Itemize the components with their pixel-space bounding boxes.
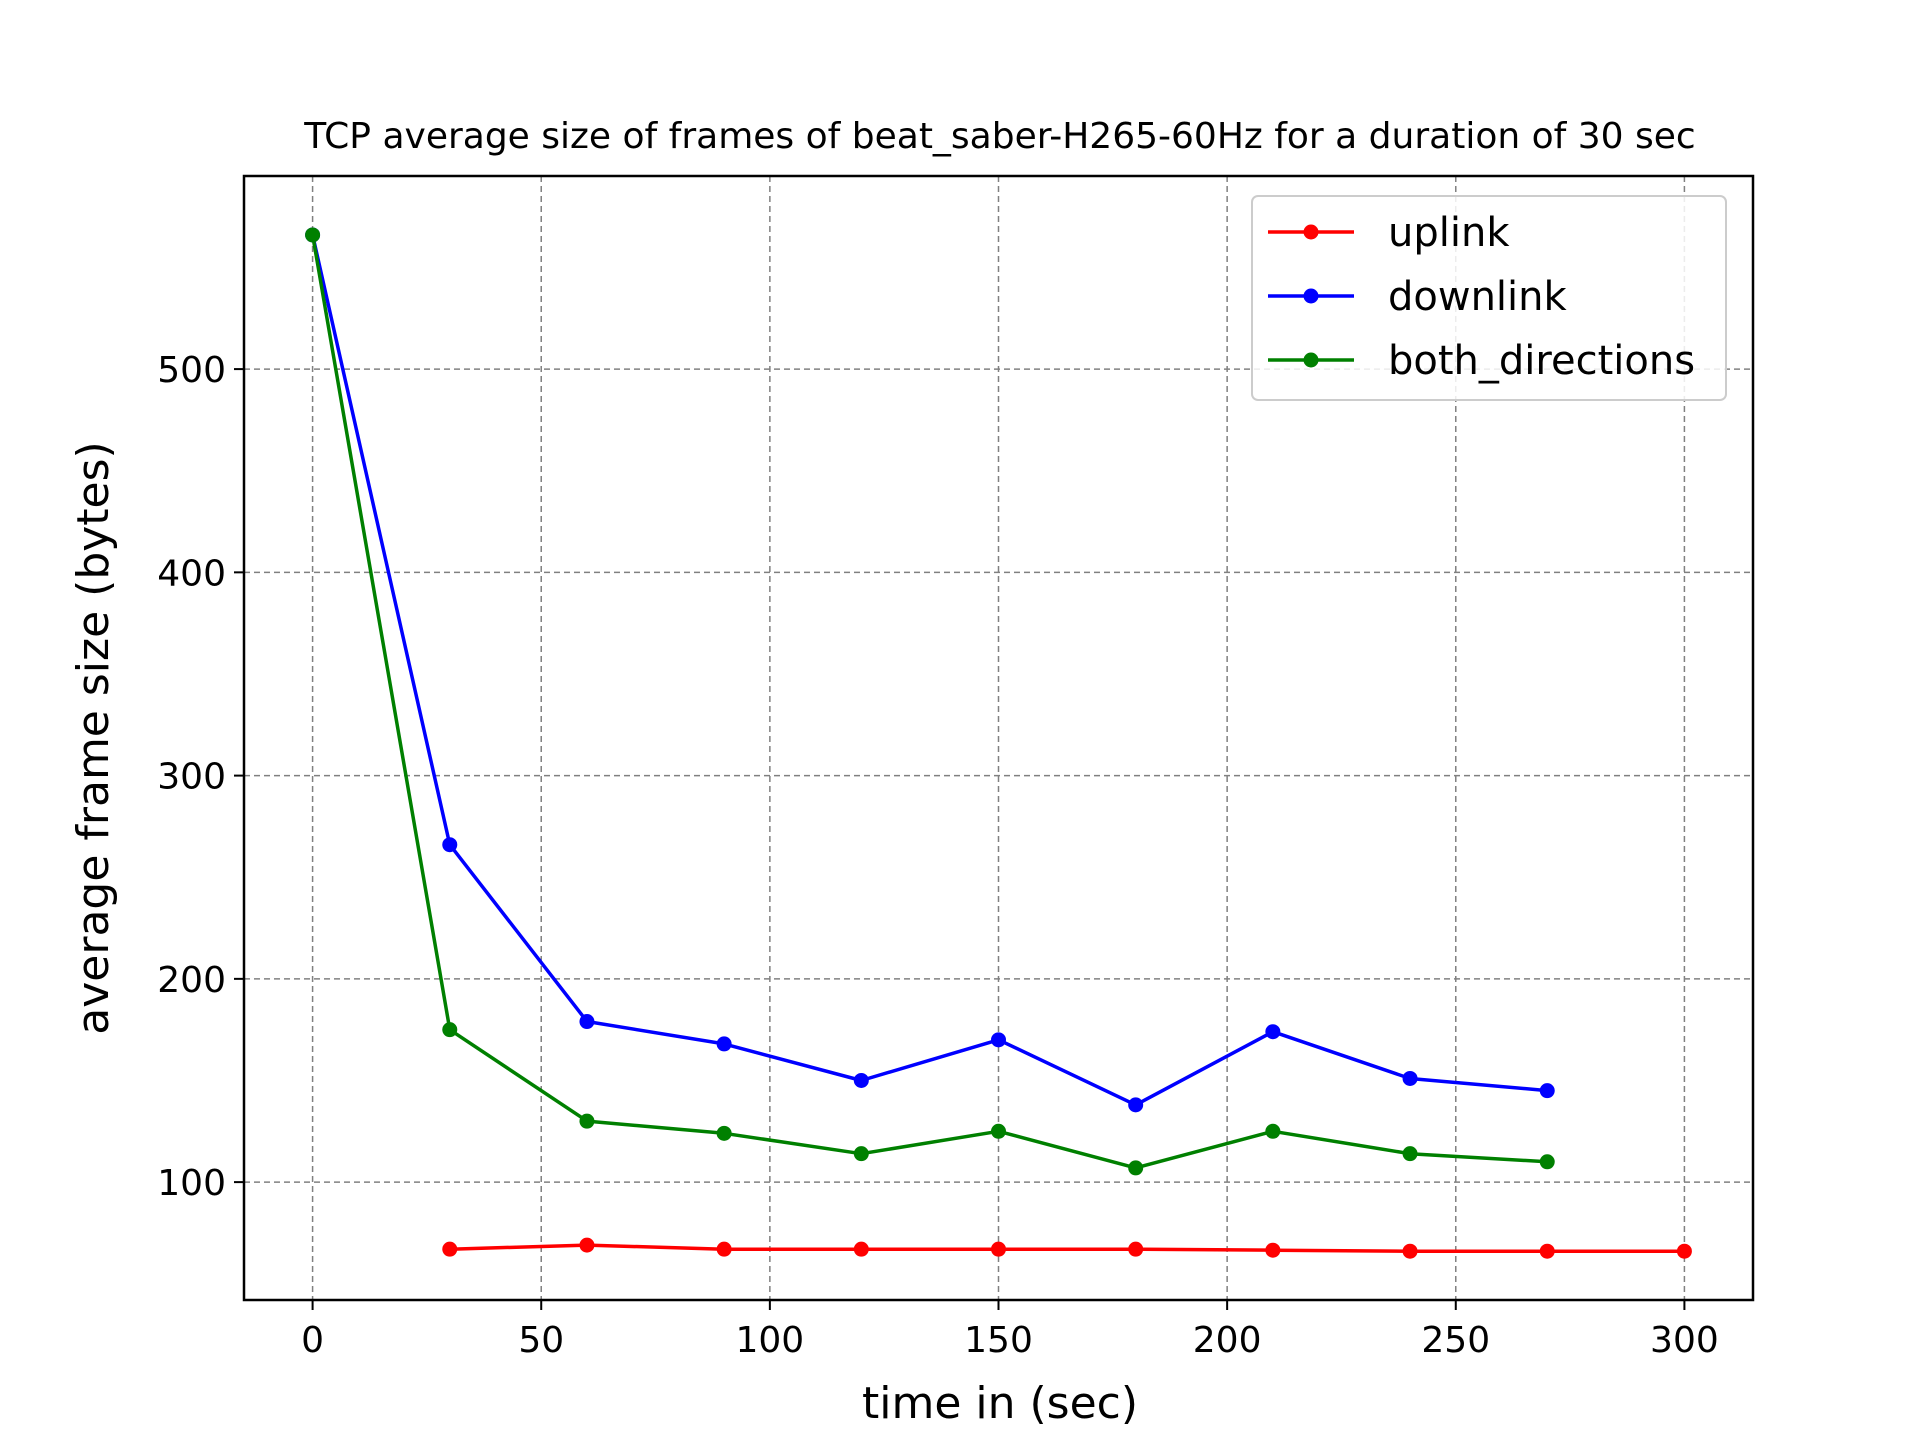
data-point-uplink bbox=[1128, 1241, 1144, 1257]
series-line-downlink bbox=[310, 234, 1548, 1107]
data-point-uplink bbox=[991, 1241, 1006, 1257]
data-point-downlink bbox=[442, 837, 458, 853]
data-point-both_directions bbox=[1265, 1123, 1281, 1139]
data-point-uplink bbox=[1676, 1243, 1692, 1259]
legend: uplink downlink both_directions bbox=[1251, 195, 1727, 401]
data-point-downlink bbox=[716, 1036, 732, 1052]
data-point-both_directions bbox=[1402, 1146, 1418, 1162]
data-point-downlink bbox=[1128, 1097, 1144, 1113]
legend-marker-uplink bbox=[1303, 224, 1319, 240]
x-axis: 0 50 100 150 200 250 300 bbox=[301, 1300, 1719, 1361]
y-axis: 100 200 300 400 500 bbox=[157, 350, 244, 1204]
legend-label-uplink: uplink bbox=[1388, 210, 1510, 256]
x-tick-label: 50 bbox=[518, 1320, 564, 1361]
data-point-uplink bbox=[579, 1237, 595, 1253]
data-point-both_directions bbox=[853, 1146, 869, 1162]
y-tick-label: 100 bbox=[157, 1163, 226, 1204]
series-both_directions bbox=[305, 227, 1555, 1176]
data-point-both_directions bbox=[716, 1125, 732, 1141]
legend-label-downlink: downlink bbox=[1388, 274, 1568, 320]
data-point-both_directions bbox=[991, 1123, 1006, 1139]
data-point-uplink bbox=[442, 1241, 458, 1257]
x-tick-label: 300 bbox=[1650, 1320, 1719, 1361]
legend-label-both_directions: both_directions bbox=[1388, 338, 1695, 384]
data-point-downlink bbox=[991, 1032, 1006, 1048]
y-axis-label: average frame size (bytes) bbox=[68, 441, 119, 1034]
y-tick-label: 300 bbox=[157, 757, 226, 798]
legend-marker-both_directions bbox=[1303, 352, 1319, 368]
data-point-both_directions bbox=[442, 1022, 458, 1038]
legend-box bbox=[1251, 195, 1727, 401]
series-line-uplink bbox=[449, 1243, 1685, 1253]
data-point-downlink bbox=[579, 1014, 595, 1030]
series-uplink bbox=[442, 1237, 1692, 1259]
data-point-downlink bbox=[1539, 1083, 1555, 1099]
x-tick-label: 0 bbox=[301, 1320, 324, 1361]
chart-title: TCP average size of frames of beat_saber… bbox=[303, 116, 1695, 157]
data-point-uplink bbox=[853, 1241, 869, 1257]
data-point-downlink bbox=[1402, 1070, 1418, 1086]
x-tick-label: 250 bbox=[1421, 1320, 1490, 1361]
y-tick-label: 500 bbox=[157, 350, 226, 391]
x-tick-label: 150 bbox=[964, 1320, 1033, 1361]
series-line-both_directions bbox=[310, 234, 1548, 1170]
grid bbox=[244, 176, 1753, 1300]
data-point-both_directions bbox=[579, 1113, 595, 1129]
data-point-downlink bbox=[853, 1072, 869, 1088]
data-point-uplink bbox=[1265, 1242, 1281, 1258]
x-tick-label: 100 bbox=[736, 1320, 805, 1361]
data-point-downlink bbox=[1265, 1024, 1281, 1040]
data-point-both_directions bbox=[1128, 1160, 1144, 1176]
data-point-uplink bbox=[1402, 1243, 1418, 1259]
data-point-uplink bbox=[1539, 1243, 1555, 1259]
x-tick-label: 200 bbox=[1193, 1320, 1262, 1361]
legend-marker-downlink bbox=[1303, 288, 1319, 304]
y-tick-label: 400 bbox=[157, 553, 226, 594]
x-axis-label: time in (sec) bbox=[862, 1378, 1138, 1429]
series-layer bbox=[305, 227, 1692, 1259]
data-point-uplink bbox=[716, 1241, 732, 1257]
data-point-both_directions bbox=[305, 227, 321, 243]
data-point-both_directions bbox=[1539, 1154, 1555, 1170]
y-tick-label: 200 bbox=[157, 960, 226, 1001]
